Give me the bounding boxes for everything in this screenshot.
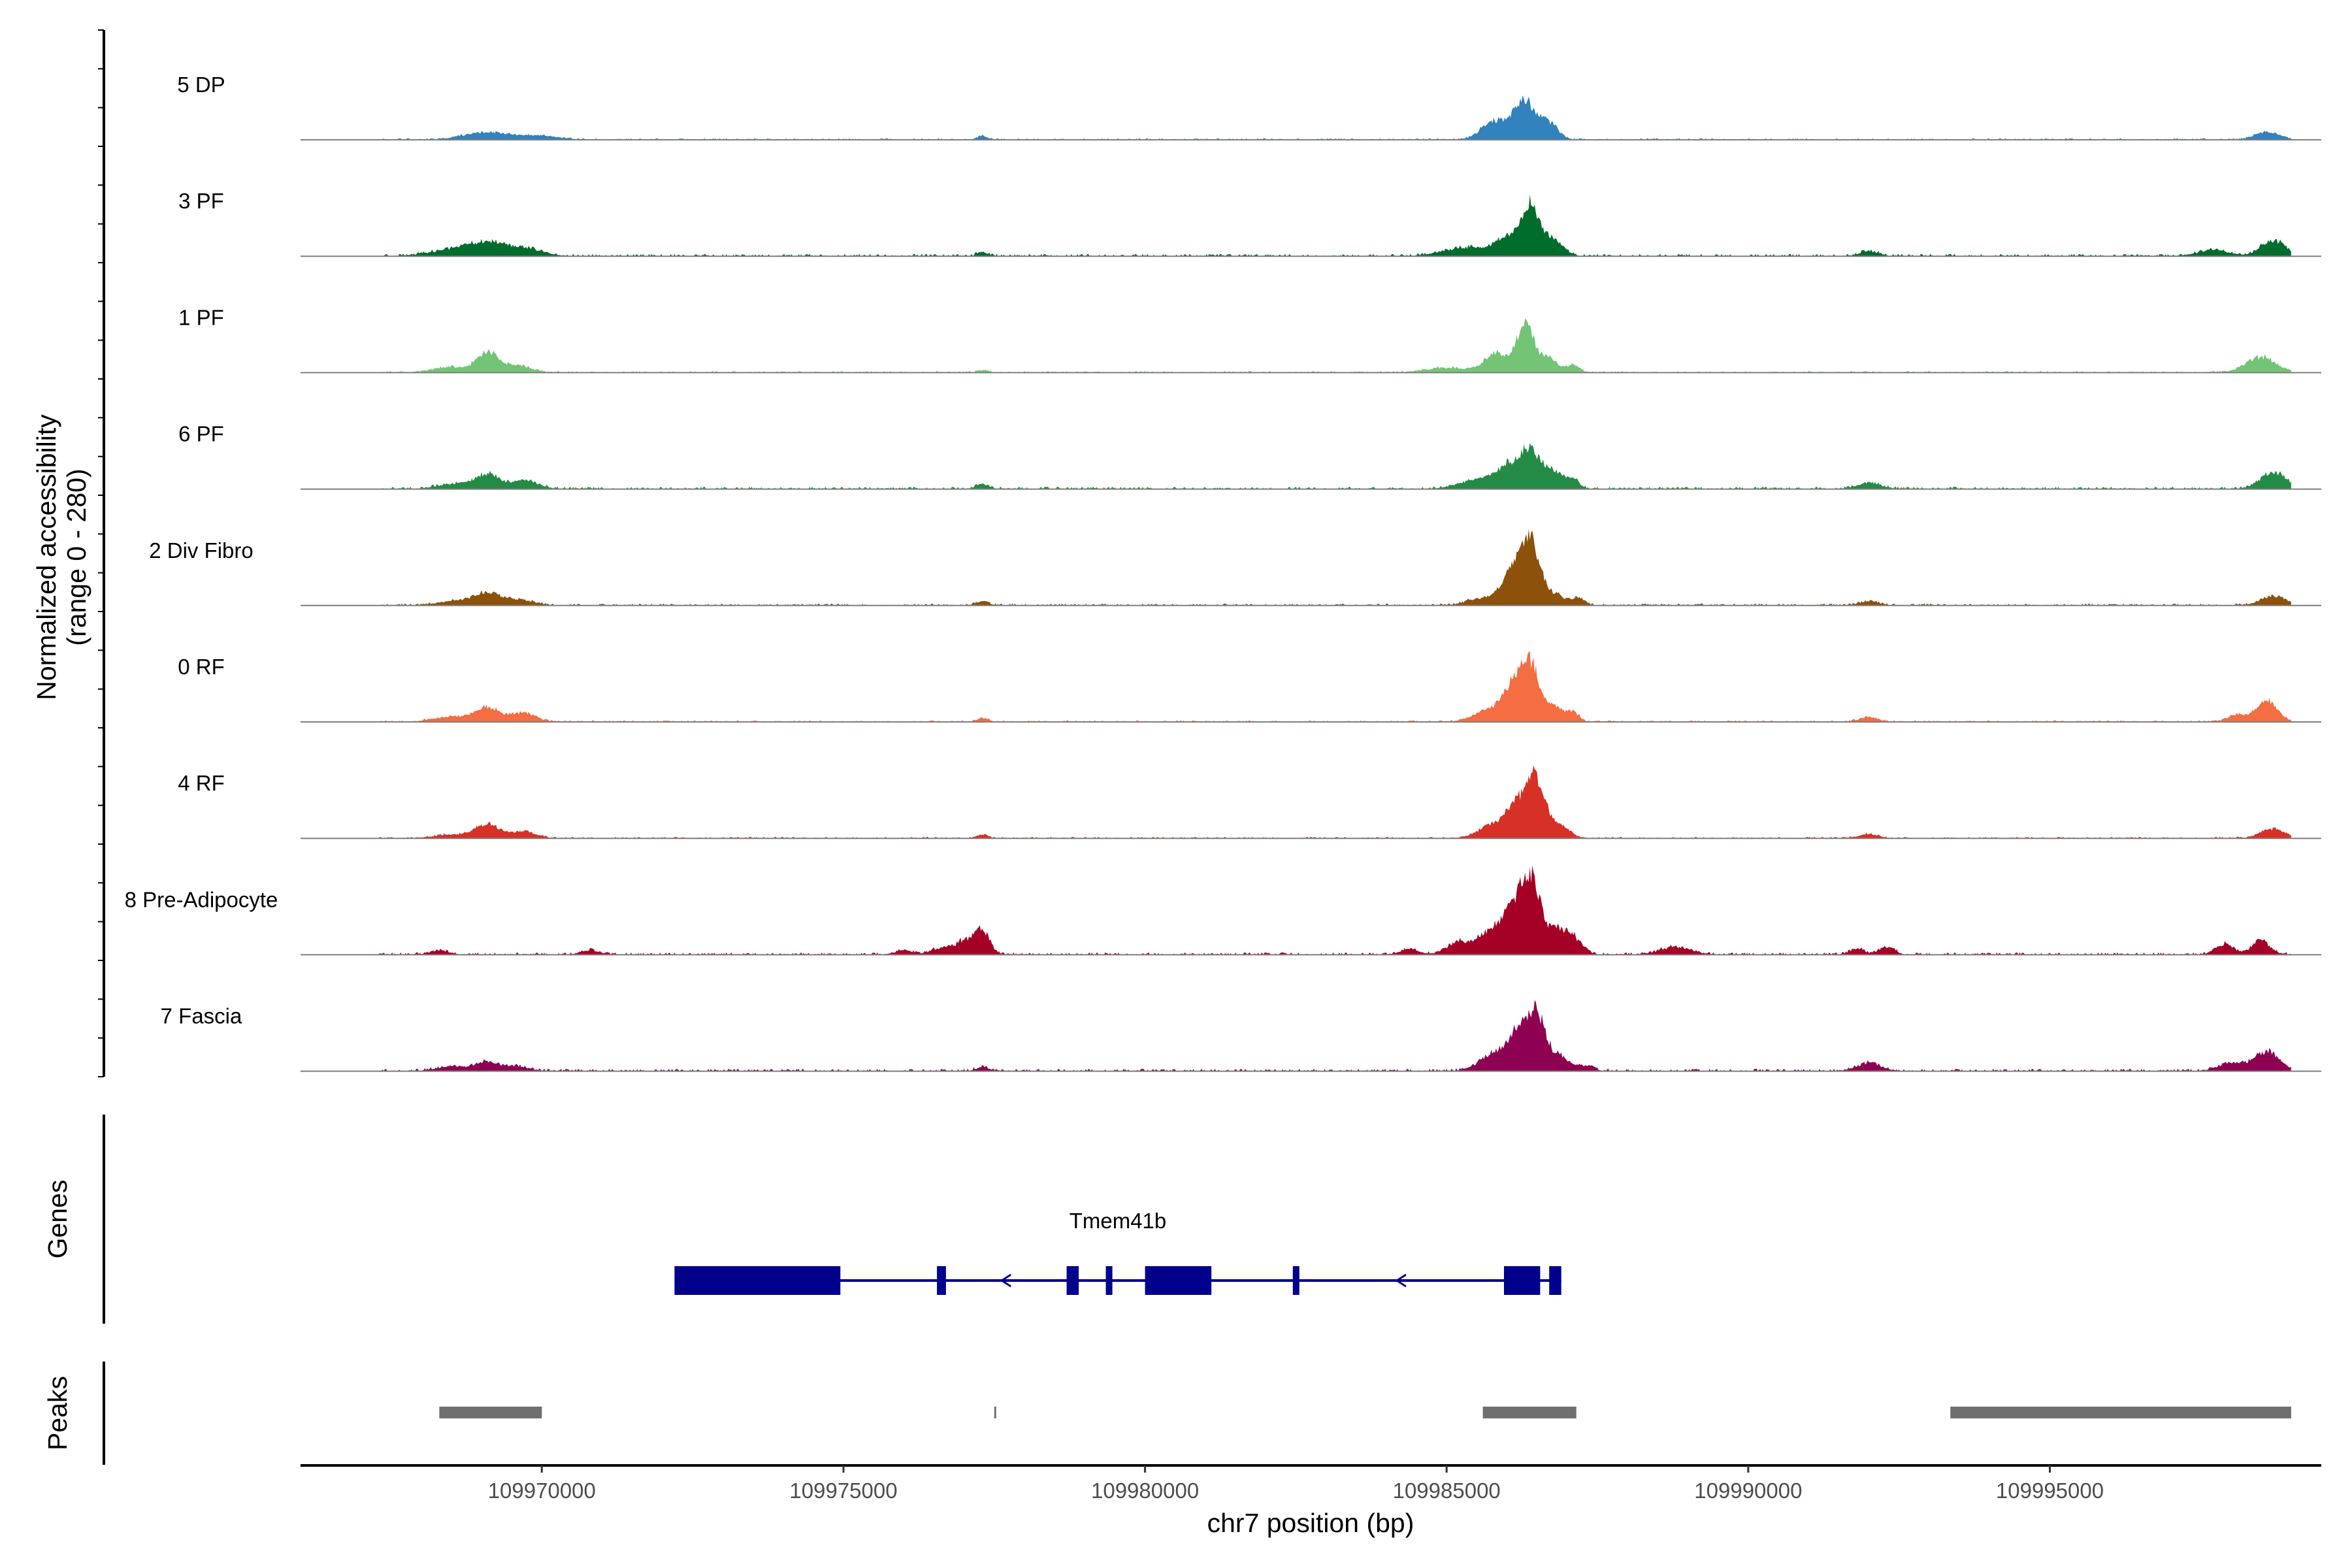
peak-regions bbox=[439, 1407, 2291, 1418]
peak-region bbox=[1482, 1407, 1576, 1418]
coverage-area bbox=[379, 529, 2291, 606]
peak-region bbox=[994, 1407, 996, 1418]
y-axis-title-line1: Normalized accessibility bbox=[31, 414, 61, 700]
coverage-area bbox=[379, 765, 2291, 839]
track-label: 5 DP bbox=[177, 73, 225, 97]
coverage-area bbox=[379, 1000, 2291, 1071]
x-tick-label: 109975000 bbox=[789, 1478, 897, 1503]
x-axis-ticks: 109970000 109975000 109980000 109985000 1099… bbox=[488, 1465, 2104, 1503]
coverage-track: 0 RF bbox=[178, 651, 2321, 723]
strand-arrow bbox=[1395, 1273, 1407, 1288]
coverage-tracks: 5 DP 3 PF 1 PF 6 PF 2 Div Fibro 0 RF 4 RF 8 Pre… bbox=[125, 73, 2321, 1072]
strand-arrow bbox=[1000, 1273, 1012, 1288]
track-label: 7 Fascia bbox=[161, 1004, 242, 1028]
genes-panel-title: Genes bbox=[42, 1180, 73, 1259]
coverage-track: 8 Pre-Adipocyte bbox=[125, 865, 2321, 956]
gene-exon bbox=[1066, 1266, 1079, 1295]
x-tick-label: 109990000 bbox=[1694, 1478, 1802, 1503]
coverage-area bbox=[379, 95, 2291, 140]
coverage-track: 5 DP bbox=[177, 73, 2321, 140]
x-tick-label: 109970000 bbox=[488, 1478, 596, 1503]
peaks-panel-title: Peaks bbox=[42, 1376, 73, 1450]
gene-exon bbox=[1504, 1266, 1541, 1295]
coverage-track: 2 Div Fibro bbox=[149, 529, 2321, 606]
coverage-area bbox=[379, 194, 2291, 257]
gene-exon bbox=[1549, 1266, 1561, 1295]
x-tick-label: 109985000 bbox=[1393, 1478, 1501, 1503]
x-tick-label: 109980000 bbox=[1091, 1478, 1199, 1503]
coverage-track: 1 PF bbox=[178, 305, 2321, 374]
track-label: 1 PF bbox=[178, 305, 224, 329]
coverage-area bbox=[379, 442, 2291, 489]
gene-name: Tmem41b bbox=[1070, 1209, 1167, 1233]
gene-exon bbox=[674, 1266, 841, 1295]
x-axis-title: chr7 position (bp) bbox=[1207, 1508, 1414, 1538]
peak-region bbox=[1950, 1407, 2291, 1418]
y-axis-ticks bbox=[98, 29, 104, 1077]
gene-exon bbox=[1105, 1266, 1113, 1295]
track-label: 0 RF bbox=[178, 655, 225, 679]
track-label: 2 Div Fibro bbox=[149, 538, 253, 563]
coverage-area bbox=[379, 318, 2291, 373]
coverage-area bbox=[379, 865, 2291, 955]
coverage-track: 3 PF bbox=[178, 189, 2321, 257]
coverage-track: 7 Fascia bbox=[161, 1000, 2321, 1072]
coverage-track: 4 RF bbox=[178, 765, 2321, 840]
coverage-track: 6 PF bbox=[178, 422, 2321, 490]
track-label: 6 PF bbox=[178, 422, 224, 446]
gene-exon bbox=[937, 1266, 946, 1295]
gene-model: Tmem41b bbox=[674, 1209, 1561, 1295]
coverage-area bbox=[379, 651, 2291, 722]
peak-region bbox=[439, 1407, 542, 1418]
track-label: 8 Pre-Adipocyte bbox=[125, 887, 278, 911]
track-label: 3 PF bbox=[178, 189, 224, 213]
track-label: 4 RF bbox=[178, 771, 225, 795]
gene-exon bbox=[1145, 1266, 1212, 1295]
x-tick-label: 109995000 bbox=[1996, 1478, 2104, 1503]
gene-exon bbox=[1292, 1266, 1299, 1295]
y-axis-title-line2: (range 0 - 280) bbox=[61, 468, 91, 645]
